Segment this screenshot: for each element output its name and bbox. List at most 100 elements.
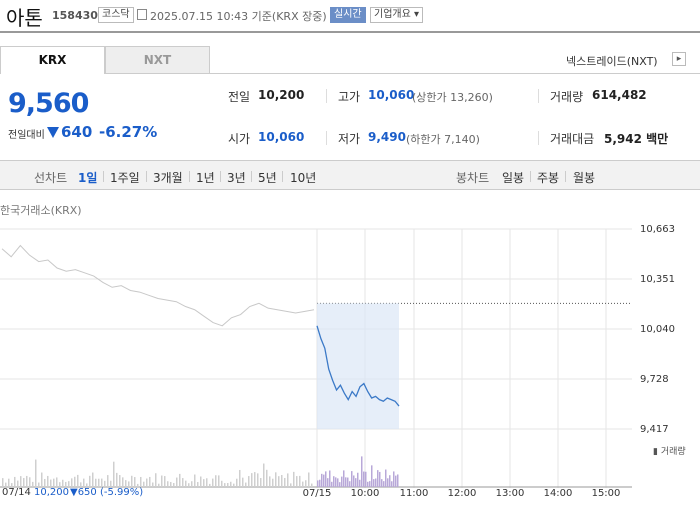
x-tick-label: 11:00 — [400, 488, 429, 499]
volume-bar — [381, 479, 383, 487]
volume-bar — [20, 476, 22, 487]
volume-bar — [341, 476, 343, 487]
chevron-right-icon[interactable]: ▸ — [672, 52, 686, 66]
period-10y[interactable]: 10년 — [290, 171, 317, 185]
volume-bar — [373, 479, 375, 487]
volume-bar — [23, 478, 25, 487]
volume-legend-label: 거래량 — [660, 447, 686, 457]
volume-bar — [134, 477, 136, 487]
period-1y[interactable]: 1년 — [196, 171, 215, 185]
tab-nxt[interactable]: NXT — [105, 46, 210, 74]
divider — [565, 171, 566, 182]
volume-bar — [59, 482, 61, 487]
volume-bar — [125, 480, 127, 487]
volume-bar — [260, 478, 262, 487]
volume-bar — [278, 476, 280, 487]
volume-bar — [287, 473, 289, 487]
volume-bar — [119, 475, 121, 487]
amount-value: 5,942 백만 — [604, 132, 669, 146]
candle-daily[interactable]: 일봉 — [502, 171, 525, 185]
volume-bar — [152, 482, 154, 487]
volume-bar — [389, 475, 391, 487]
volume-bar — [176, 477, 178, 487]
prev-close-label: 전일 — [228, 90, 251, 104]
volume-bar — [359, 479, 361, 487]
open-label: 시가 — [228, 132, 251, 146]
divider — [530, 171, 531, 182]
volume-bar — [5, 482, 7, 487]
down-triangle-icon — [47, 127, 59, 138]
volume-bar — [363, 471, 365, 487]
volume-bar — [89, 475, 91, 487]
volume-bar — [83, 478, 85, 487]
candle-monthly[interactable]: 월봉 — [573, 171, 596, 185]
volume-bar — [29, 477, 31, 487]
volume-bar — [299, 475, 301, 487]
volume-bar — [281, 474, 283, 487]
volume-bar — [343, 470, 345, 487]
volume-bar — [335, 477, 337, 487]
volume-bar — [254, 472, 256, 487]
volume-bar — [290, 483, 292, 487]
volume-bar — [95, 478, 97, 487]
volume-bar — [104, 480, 106, 487]
realtime-badge[interactable]: 실시간 — [330, 7, 366, 23]
volume-bar — [263, 463, 265, 487]
divider — [326, 89, 327, 103]
candle-weekly[interactable]: 주봉 — [537, 171, 560, 185]
x-tick-label: 10:00 — [351, 488, 380, 499]
period-5y[interactable]: 5년 — [258, 171, 277, 185]
volume-bar — [365, 471, 367, 487]
nxt-link[interactable]: 넥스트레이드(NXT) — [566, 55, 658, 68]
upper-limit: (상한가 13,260) — [412, 91, 493, 104]
volume-bar — [319, 479, 321, 487]
prev-day-change: ▼650 (-5.99%) — [70, 487, 144, 498]
period-3y[interactable]: 3년 — [227, 171, 246, 185]
volume-bar — [284, 477, 286, 487]
divider — [103, 171, 104, 182]
volume-bar — [155, 473, 157, 487]
volume-bar — [188, 483, 190, 487]
volume-bar — [239, 469, 241, 487]
period-1w[interactable]: 1주일 — [110, 171, 140, 185]
change-label: 전일대비 — [8, 130, 45, 141]
volume-bar — [62, 479, 64, 487]
divider — [189, 171, 190, 182]
company-overview-button[interactable]: 기업개요 ▾ — [370, 7, 423, 23]
candle-chart-label: 봉차트 — [456, 171, 490, 185]
volume-value: 614,482 — [592, 88, 647, 102]
change-percent: -6.27% — [99, 123, 158, 141]
volume-bar — [353, 475, 355, 487]
volume-bar — [149, 476, 151, 487]
volume-bar — [38, 482, 40, 487]
volume-bar — [230, 481, 232, 487]
volume-bar — [317, 480, 319, 487]
volume-label: 거래량 — [550, 90, 584, 104]
tab-divider — [210, 73, 700, 74]
volume-bar — [245, 482, 247, 487]
period-3m[interactable]: 3개월 — [153, 171, 183, 185]
period-1d[interactable]: 1일 — [78, 171, 98, 185]
volume-bar — [98, 478, 100, 487]
volume-bar — [47, 475, 49, 487]
low-value: 9,490 — [368, 130, 406, 144]
divider — [220, 171, 221, 182]
open-value: 10,060 — [258, 130, 305, 144]
volume-bar — [269, 476, 271, 487]
volume-bar — [218, 475, 220, 487]
volume-bar — [375, 478, 377, 487]
volume-bar — [357, 472, 359, 487]
volume-bar — [128, 481, 130, 487]
volume-bar — [311, 483, 313, 487]
high-value: 10,060 — [368, 88, 415, 102]
volume-bar — [113, 461, 115, 487]
volume-bar — [242, 477, 244, 487]
volume-bar — [369, 481, 371, 487]
volume-bar — [397, 474, 399, 487]
price-chart[interactable]: 10,663 10,351 10,040 9,728 9,417 07/15 10:00 11… — [0, 215, 700, 505]
volume-bar — [71, 478, 73, 487]
volume-bar — [221, 480, 223, 487]
volume-bar — [345, 477, 347, 487]
tab-krx[interactable]: KRX — [0, 46, 105, 74]
divider — [251, 171, 252, 182]
